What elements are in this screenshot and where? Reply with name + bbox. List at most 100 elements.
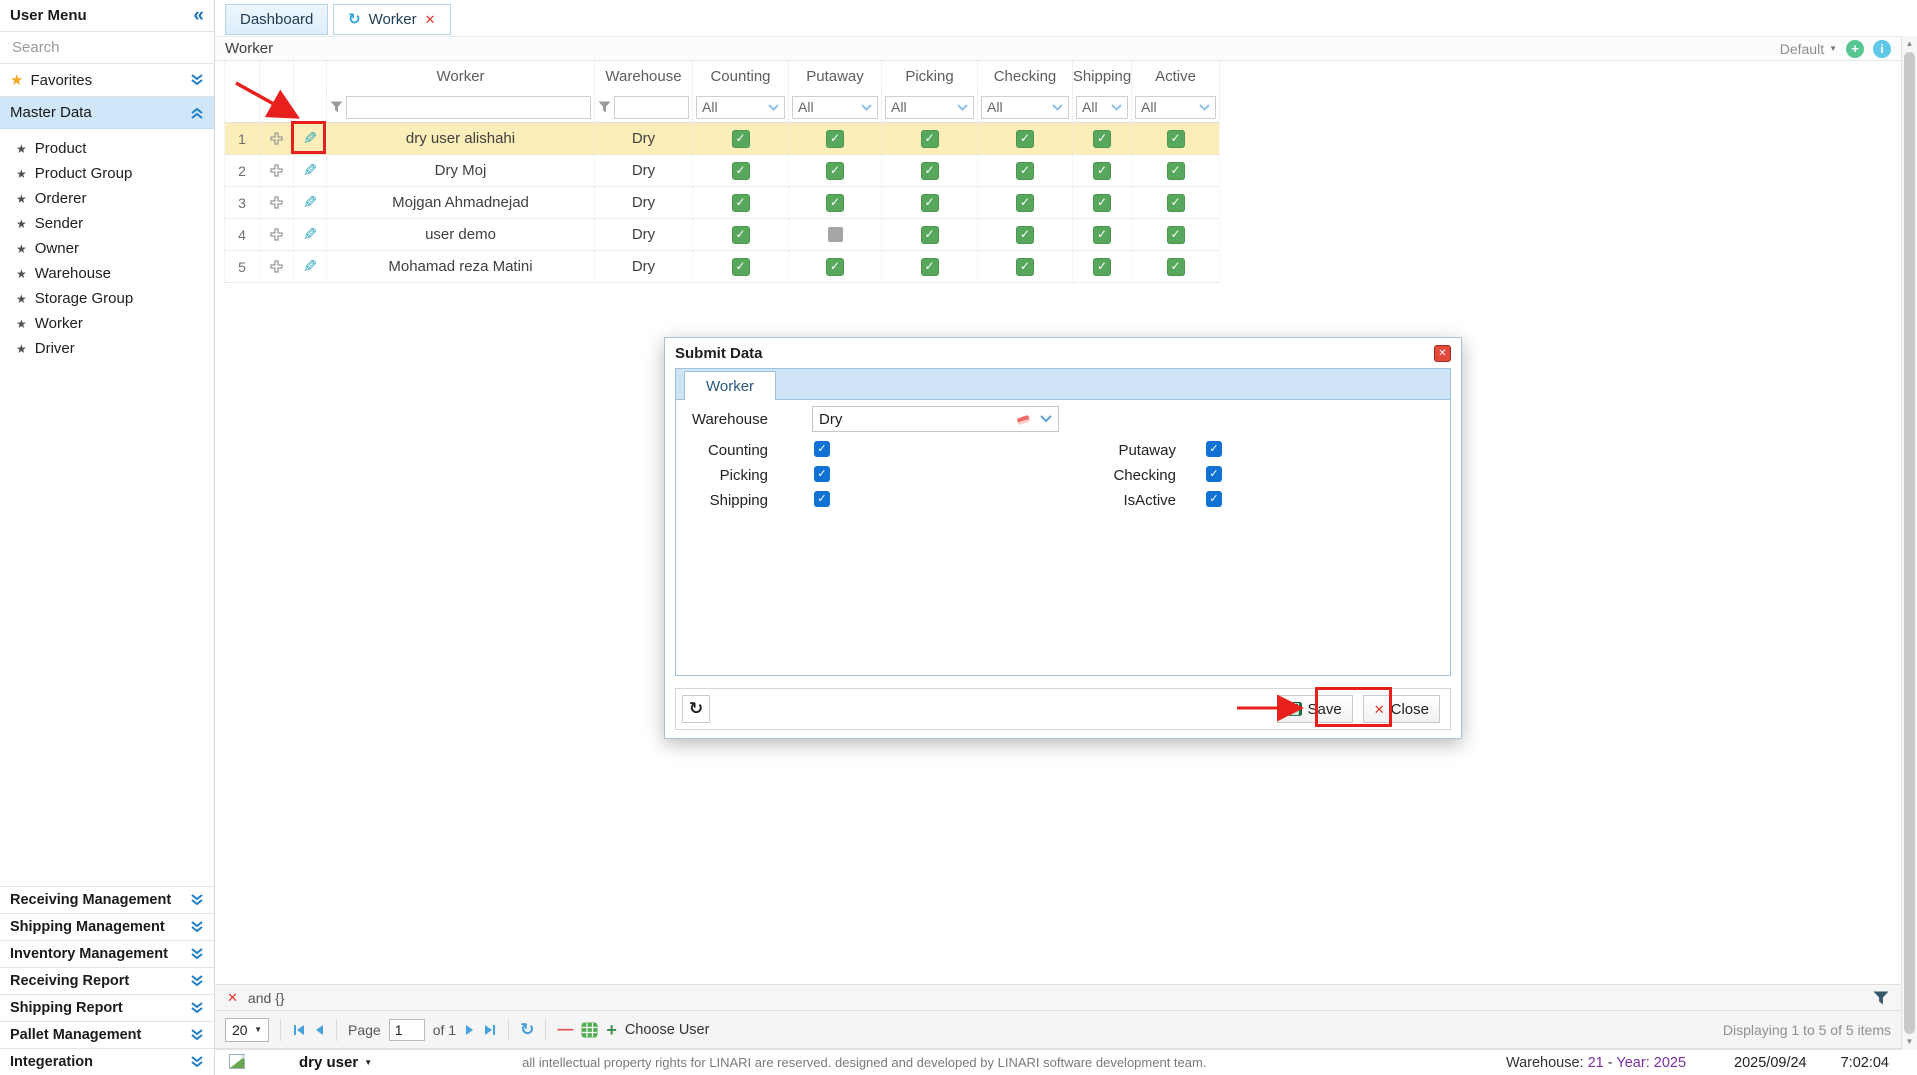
page-number-input[interactable]	[388, 1018, 425, 1041]
first-page-button[interactable]	[292, 1023, 306, 1037]
counting-checkbox	[731, 129, 750, 148]
table-row[interactable]: 5 Mohamad reza Matini Dry	[225, 251, 1220, 283]
sidebar-item-driver[interactable]: Driver	[0, 336, 214, 361]
edit-row-button[interactable]	[294, 251, 327, 282]
edit-row-button[interactable]	[294, 187, 327, 218]
column-header-active[interactable]: Active	[1132, 61, 1220, 92]
tab-worker[interactable]: Worker	[333, 4, 451, 35]
toolbar-separator	[336, 1018, 337, 1041]
table-row[interactable]: 3 Mojgan Ahmadnejad Dry	[225, 187, 1220, 219]
funnel-icon[interactable]	[598, 101, 611, 113]
table-row[interactable]: 1 dry user alishahi Dry	[225, 123, 1220, 155]
vertical-scrollbar[interactable]	[1901, 36, 1917, 1050]
putaway-filter-select[interactable]: All	[792, 95, 878, 119]
copyright-text: all intellectual property rights for LIN…	[522, 1055, 1207, 1070]
tab-dashboard[interactable]: Dashboard	[225, 4, 329, 35]
dialog-close-button[interactable]	[1434, 344, 1451, 362]
sidebar-section-inventory-management[interactable]: Inventory Management	[0, 940, 214, 967]
refresh-grid-button[interactable]	[520, 1021, 534, 1038]
sidebar-section-master-data[interactable]: Master Data	[0, 97, 214, 129]
clear-field-eraser-icon[interactable]	[1016, 413, 1032, 426]
last-page-button[interactable]	[483, 1023, 497, 1037]
row-move-handle[interactable]	[260, 155, 294, 186]
shipping-checkbox	[1093, 193, 1111, 212]
column-header-checking[interactable]: Checking	[978, 61, 1073, 92]
current-user-menu[interactable]: dry user	[299, 1054, 372, 1071]
chevron-down-icon	[1199, 103, 1210, 111]
scroll-down-arrow[interactable]	[1902, 1038, 1917, 1046]
tab-close-icon[interactable]	[425, 13, 436, 26]
column-header-counting[interactable]: Counting	[693, 61, 789, 92]
row-move-handle[interactable]	[260, 251, 294, 282]
sidebar-item-favorites[interactable]: Favorites	[0, 64, 214, 97]
worker-filter-input[interactable]	[346, 95, 591, 119]
sidebar-item-worker[interactable]: Worker	[0, 311, 214, 336]
shipping-filter-select[interactable]: All	[1076, 95, 1128, 119]
edit-row-button[interactable]	[294, 123, 327, 154]
column-header-worker[interactable]: Worker	[327, 61, 595, 92]
page-size-select[interactable]: 20	[225, 1017, 269, 1042]
funnel-icon[interactable]	[330, 101, 343, 113]
remove-button[interactable]	[557, 1021, 573, 1039]
dialog-title-bar[interactable]: Submit Data	[665, 338, 1461, 368]
putaway-label: Putaway	[1118, 442, 1176, 459]
edit-row-button[interactable]	[294, 155, 327, 186]
column-header-putaway[interactable]: Putaway	[789, 61, 882, 92]
column-header-picking[interactable]: Picking	[882, 61, 978, 92]
collapse-sidebar-icon[interactable]	[193, 6, 204, 25]
putaway-checkbox-dialog[interactable]	[1206, 441, 1222, 457]
dialog-refresh-button[interactable]	[682, 695, 710, 723]
choose-user-plus-icon[interactable]	[606, 1021, 617, 1039]
close-button[interactable]: Close	[1362, 695, 1440, 723]
picking-filter-select[interactable]: All	[885, 95, 974, 119]
tab-refresh-icon[interactable]	[348, 12, 361, 27]
add-view-button[interactable]	[1846, 39, 1864, 58]
sidebar-item-warehouse[interactable]: Warehouse	[0, 261, 214, 286]
sidebar-item-orderer[interactable]: Orderer	[0, 186, 214, 211]
sidebar-item-sender[interactable]: Sender	[0, 211, 214, 236]
clear-filter-icon[interactable]	[227, 991, 238, 1004]
checking-checkbox-dialog[interactable]	[1206, 466, 1222, 482]
warehouse-filter-input[interactable]	[614, 95, 689, 119]
isactive-checkbox-dialog[interactable]	[1206, 491, 1222, 507]
sidebar-item-storage-group[interactable]: Storage Group	[0, 286, 214, 311]
checking-filter-select[interactable]: All	[981, 95, 1069, 119]
column-header-warehouse[interactable]: Warehouse	[595, 61, 693, 92]
row-move-handle[interactable]	[260, 219, 294, 250]
sidebar-section-shipping-management[interactable]: Shipping Management	[0, 913, 214, 940]
sidebar-item-owner[interactable]: Owner	[0, 236, 214, 261]
export-table-button[interactable]	[581, 1022, 598, 1038]
search-input[interactable]	[10, 38, 213, 57]
column-header-shipping[interactable]: Shipping	[1073, 61, 1132, 92]
row-move-handle[interactable]	[260, 123, 294, 154]
info-button[interactable]	[1873, 39, 1891, 58]
row-move-handle[interactable]	[260, 187, 294, 218]
scrollbar-thumb[interactable]	[1904, 52, 1915, 1034]
active-filter-select[interactable]: All	[1135, 95, 1216, 119]
save-button[interactable]: Save	[1276, 695, 1353, 723]
warehouse-combobox[interactable]: Dry	[812, 406, 1059, 432]
sidebar-section-integeration[interactable]: Integeration	[0, 1048, 214, 1075]
dialog-tab-worker[interactable]: Worker	[684, 371, 776, 400]
view-selector-dropdown[interactable]: Default	[1780, 41, 1837, 57]
sidebar-item-product[interactable]: Product	[0, 136, 214, 161]
previous-page-button[interactable]	[314, 1023, 325, 1037]
row-number: 2	[225, 155, 260, 186]
picking-checkbox-dialog[interactable]	[814, 466, 830, 482]
table-row[interactable]: 4 user demo Dry	[225, 219, 1220, 251]
scroll-up-arrow[interactable]	[1902, 40, 1917, 48]
sidebar-section-shipping-report[interactable]: Shipping Report	[0, 994, 214, 1021]
table-row[interactable]: 2 Dry Moj Dry	[225, 155, 1220, 187]
edit-row-button[interactable]	[294, 219, 327, 250]
counting-filter-select[interactable]: All	[696, 95, 785, 119]
choose-user-button[interactable]: Choose User	[624, 1021, 710, 1038]
sidebar-section-receiving-management[interactable]: Receiving Management	[0, 886, 214, 913]
sidebar-section-pallet-management[interactable]: Pallet Management	[0, 1021, 214, 1048]
filter-funnel-icon[interactable]	[1873, 991, 1889, 1005]
sidebar-item-product-group[interactable]: Product Group	[0, 161, 214, 186]
sidebar-section-receiving-report[interactable]: Receiving Report	[0, 967, 214, 994]
next-page-button[interactable]	[464, 1023, 475, 1037]
counting-checkbox-dialog[interactable]	[814, 441, 830, 457]
shipping-label: Shipping	[709, 492, 768, 509]
shipping-checkbox-dialog[interactable]	[814, 491, 830, 507]
